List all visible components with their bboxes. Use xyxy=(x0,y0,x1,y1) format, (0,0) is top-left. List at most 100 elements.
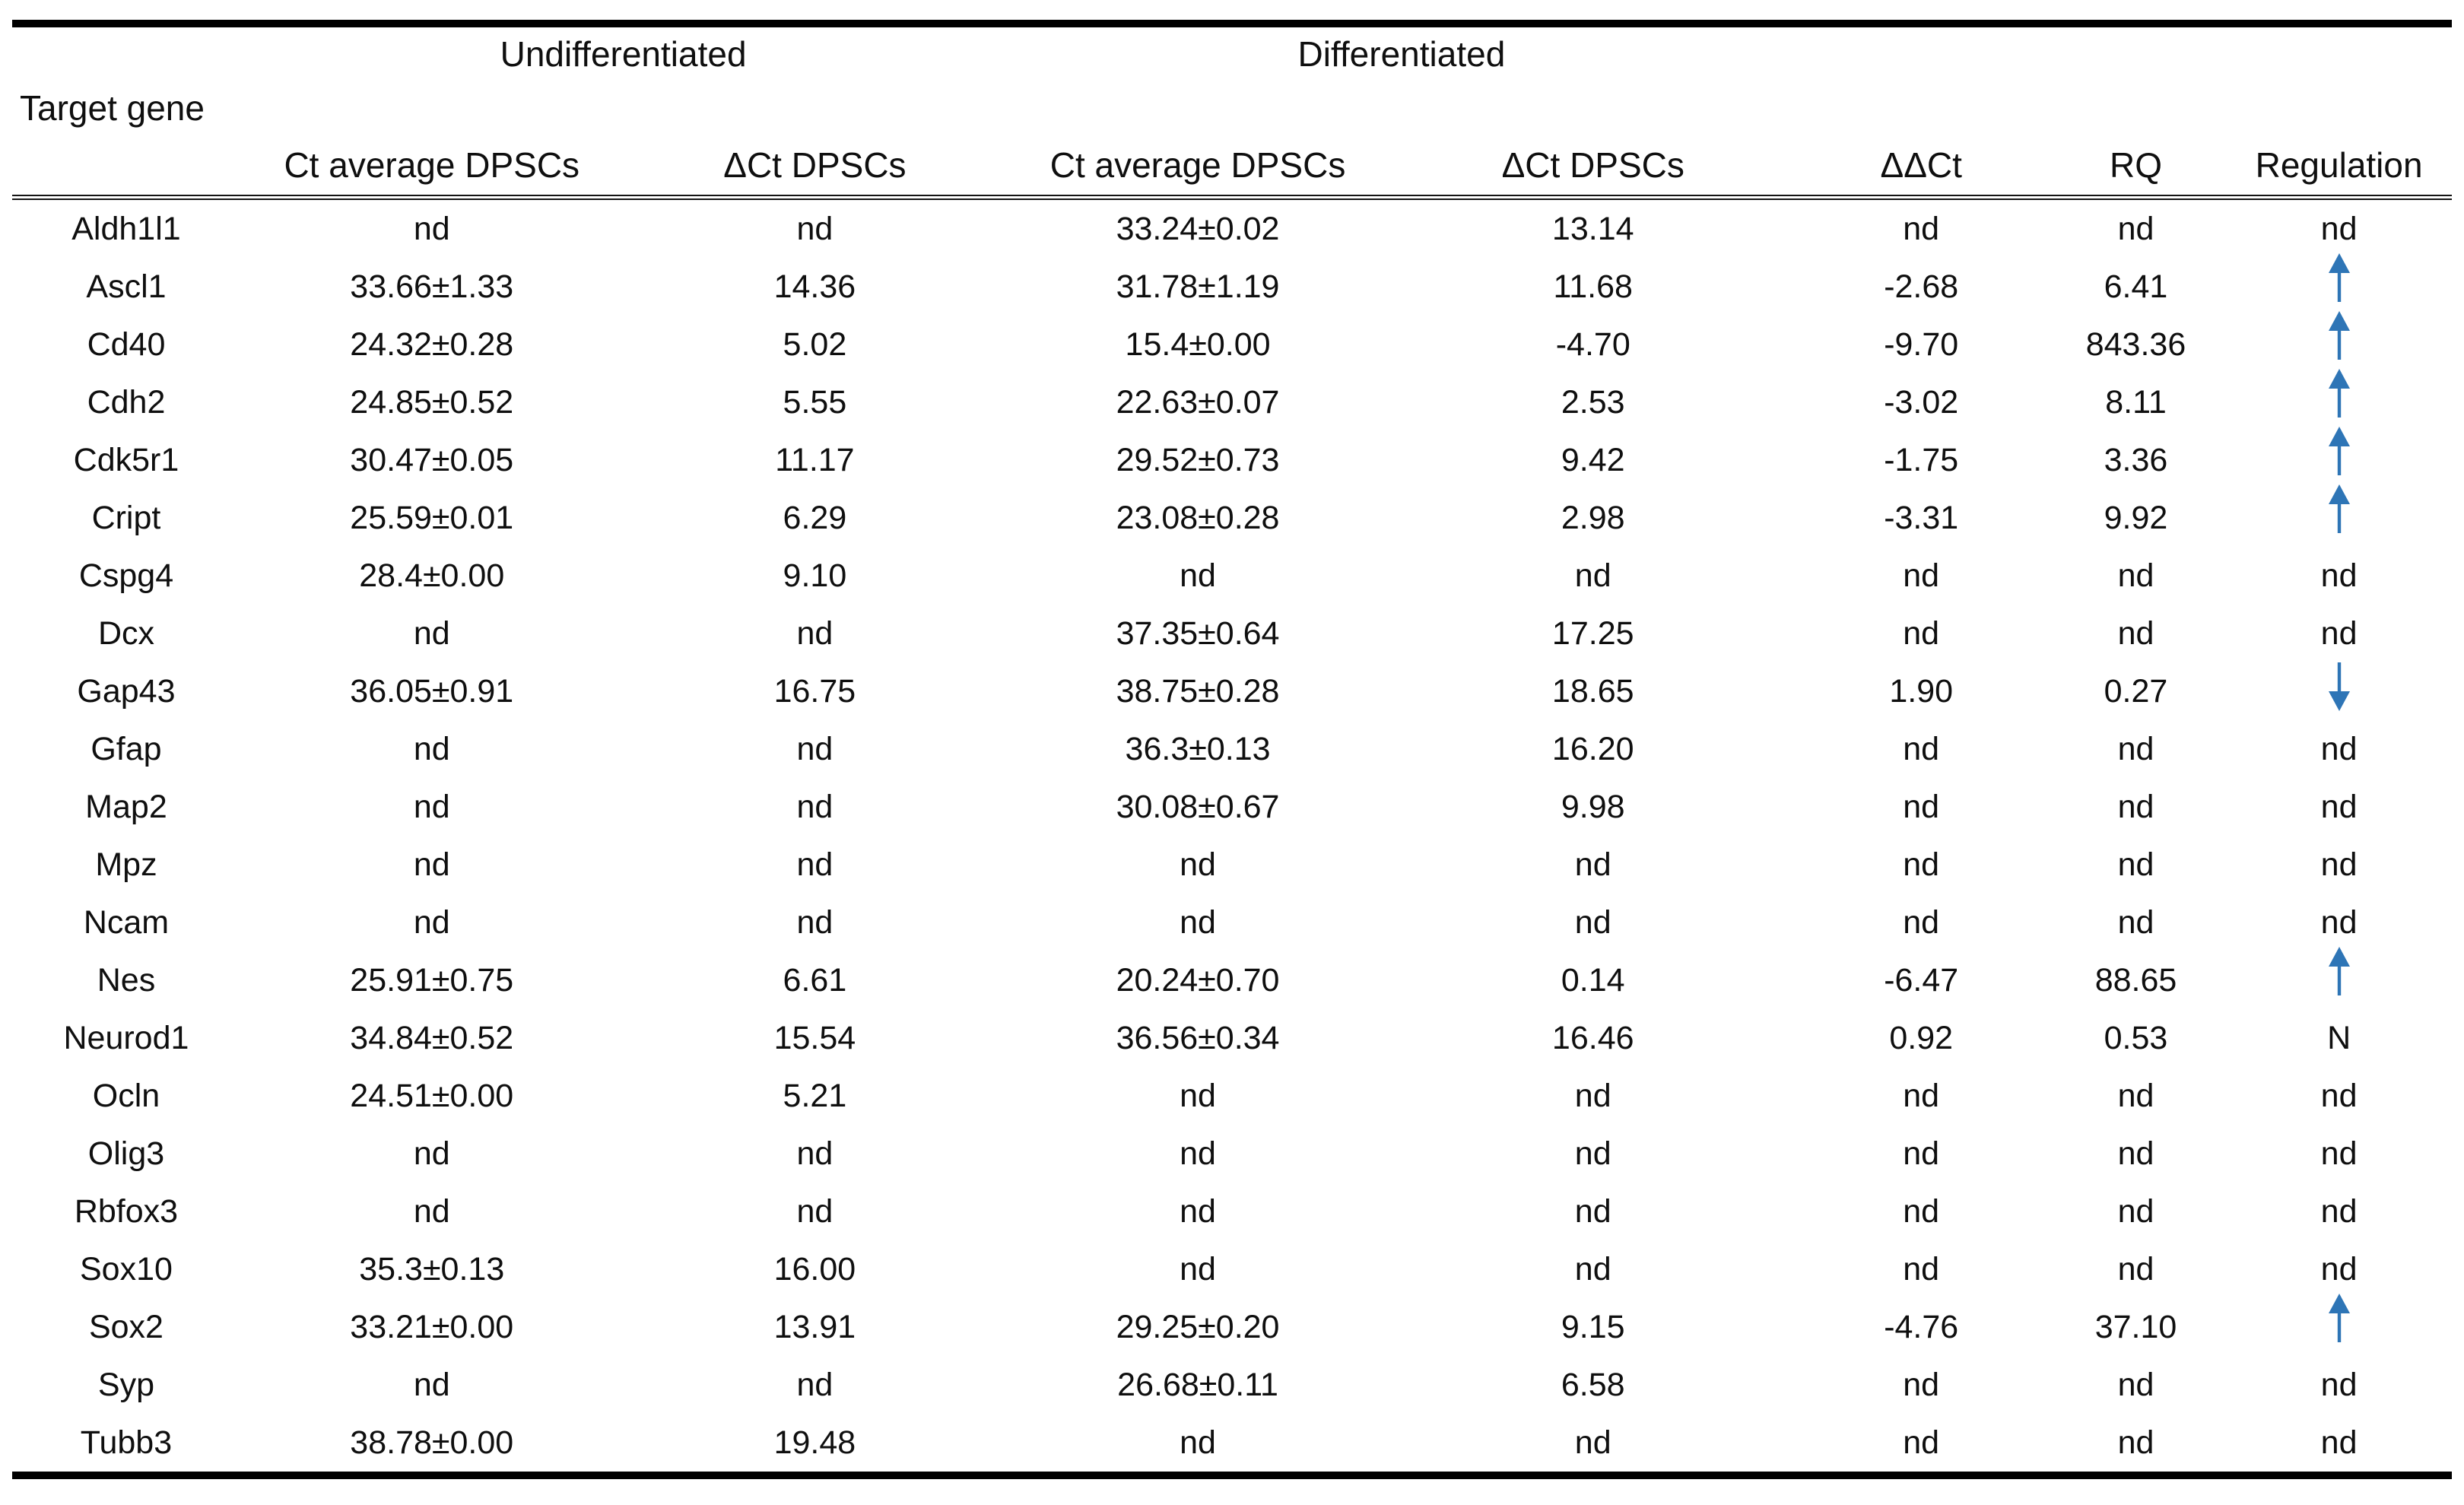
value-cell: nd xyxy=(1903,614,1940,652)
value-cell: 14.36 xyxy=(773,268,856,305)
down-arrow-icon xyxy=(2328,662,2350,711)
table-row: Ncam nd nd nd nd nd nd nd xyxy=(12,894,2452,951)
value-cell: nd xyxy=(2117,788,2154,825)
group-header-differentiated: Differentiated xyxy=(1297,34,1506,74)
regulation-cell: nd xyxy=(2320,846,2358,883)
gene-name-cell: Ocln xyxy=(92,1077,160,1114)
gene-name-cell: Neurod1 xyxy=(63,1019,189,1056)
column-header-row: Ct average DPSCs ΔCt DPSCs Ct average DP… xyxy=(12,135,2452,200)
value-cell: nd xyxy=(796,1366,834,1403)
table-body: Aldh1l1 nd nd 33.24±0.02 13.14 nd nd nd Ascl1 33.… xyxy=(12,198,2452,1476)
value-cell: nd xyxy=(1903,210,1940,247)
gene-name-cell: Ascl1 xyxy=(86,268,167,305)
value-cell: nd xyxy=(1903,1135,1940,1172)
value-cell: 28.4±0.00 xyxy=(359,557,505,594)
value-cell: 20.24±0.70 xyxy=(1116,961,1280,999)
value-cell: 16.20 xyxy=(1551,730,1634,767)
gene-name-cell: Sox2 xyxy=(88,1308,164,1345)
value-cell: nd xyxy=(1903,788,1940,825)
value-cell: 36.3±0.13 xyxy=(1125,730,1271,767)
row-header-label-row: Target gene xyxy=(12,81,2452,135)
up-arrow-icon xyxy=(2328,484,2350,533)
gene-name-cell: Gfap xyxy=(90,730,162,767)
regulation-cell: nd xyxy=(2320,1135,2358,1172)
value-cell: 11.17 xyxy=(775,441,855,478)
value-cell: 36.56±0.34 xyxy=(1116,1019,1280,1056)
regulation-cell xyxy=(2226,1294,2452,1356)
value-cell: nd xyxy=(1180,1192,1216,1230)
value-cell: nd xyxy=(1903,730,1940,767)
gene-name-cell: Map2 xyxy=(85,788,167,825)
value-cell: 33.24±0.02 xyxy=(1116,210,1280,247)
value-cell: 6.61 xyxy=(783,961,847,999)
col-header-ct-average-undifferentiated: Ct average DPSCs xyxy=(240,135,624,200)
value-cell: nd xyxy=(1903,557,1940,594)
value-cell: nd xyxy=(1574,1250,1611,1288)
table-row: Ocln 24.51±0.00 5.21 nd nd nd nd nd xyxy=(12,1067,2452,1125)
table-row: Tubb3 38.78±0.00 19.48 nd nd nd nd nd xyxy=(12,1414,2452,1475)
value-cell: 2.98 xyxy=(1561,499,1625,536)
table-row: Cspg4 28.4±0.00 9.10 nd nd nd nd nd xyxy=(12,547,2452,605)
value-cell: nd xyxy=(2117,614,2154,652)
table-row: Olig3 nd nd nd nd nd nd nd xyxy=(12,1125,2452,1183)
up-arrow-icon xyxy=(2328,253,2350,302)
value-cell: nd xyxy=(1574,903,1611,941)
regulation-cell: nd xyxy=(2320,1250,2358,1288)
table-row: Sox2 33.21±0.00 13.91 29.25±0.20 9.15 -4.76 37… xyxy=(12,1294,2452,1356)
value-cell: -4.76 xyxy=(1884,1308,1959,1345)
value-cell: nd xyxy=(413,1192,450,1230)
value-cell: 0.92 xyxy=(1889,1019,1954,1056)
value-cell: nd xyxy=(1180,903,1216,941)
value-cell: nd xyxy=(2117,1135,2154,1172)
value-cell: 25.91±0.75 xyxy=(350,961,514,999)
spacer-cell xyxy=(12,135,240,200)
spacer-cell xyxy=(12,24,240,81)
up-arrow-icon xyxy=(2328,427,2350,475)
regulation-cell xyxy=(2226,662,2452,720)
value-cell: 30.08±0.67 xyxy=(1116,788,1280,825)
value-cell: nd xyxy=(1903,1250,1940,1288)
value-cell: 16.75 xyxy=(773,672,856,710)
value-cell: 843.36 xyxy=(2085,325,2186,363)
value-cell: 3.36 xyxy=(2104,441,2168,478)
gene-name-cell: Olig3 xyxy=(87,1135,165,1172)
table-row: Syp nd nd 26.68±0.11 6.58 nd nd nd xyxy=(12,1356,2452,1414)
value-cell: nd xyxy=(1903,903,1940,941)
value-cell: 0.14 xyxy=(1561,961,1625,999)
value-cell: 34.84±0.52 xyxy=(350,1019,514,1056)
gene-name-cell: Cdh2 xyxy=(87,383,166,421)
value-cell: nd xyxy=(796,846,834,883)
up-arrow-icon xyxy=(2328,369,2350,418)
regulation-cell xyxy=(2226,253,2452,316)
value-cell: 25.59±0.01 xyxy=(350,499,514,536)
table-row: Cript 25.59±0.01 6.29 23.08±0.28 2.98 -3.31 9.… xyxy=(12,484,2452,547)
regulation-cell xyxy=(2226,484,2452,547)
value-cell: nd xyxy=(796,788,834,825)
gene-name-cell: Ncam xyxy=(83,903,170,941)
gene-name-cell: Nes xyxy=(97,961,156,999)
value-cell: -6.47 xyxy=(1884,961,1959,999)
value-cell: 38.78±0.00 xyxy=(350,1424,514,1461)
value-cell: 16.46 xyxy=(1551,1019,1634,1056)
gene-name-cell: Syp xyxy=(97,1366,155,1403)
value-cell: nd xyxy=(2117,846,2154,883)
value-cell: nd xyxy=(1903,1424,1940,1461)
value-cell: 26.68±0.11 xyxy=(1117,1366,1278,1403)
value-cell: 18.65 xyxy=(1551,672,1634,710)
table-row: Cd40 24.32±0.28 5.02 15.4±0.00 -4.70 -9.70 843… xyxy=(12,311,2452,373)
value-cell: nd xyxy=(1180,1424,1216,1461)
gene-name-cell: Cd40 xyxy=(87,325,166,363)
target-gene-label: Target gene xyxy=(20,88,205,128)
regulation-cell: nd xyxy=(2320,1366,2358,1403)
value-cell: nd xyxy=(796,730,834,767)
value-cell: 35.3±0.13 xyxy=(359,1250,505,1288)
value-cell: 37.35±0.64 xyxy=(1116,614,1280,652)
table-row: Cdh2 24.85±0.52 5.55 22.63±0.07 2.53 -3.02 8.1… xyxy=(12,369,2452,431)
regulation-cell xyxy=(2226,369,2452,431)
value-cell: nd xyxy=(1180,1077,1216,1114)
col-header-delta-ct-undifferentiated: ΔCt DPSCs xyxy=(623,135,1007,200)
regulation-cell: nd xyxy=(2320,1192,2358,1230)
value-cell: nd xyxy=(413,1366,450,1403)
gene-name-cell: Cspg4 xyxy=(78,557,174,594)
